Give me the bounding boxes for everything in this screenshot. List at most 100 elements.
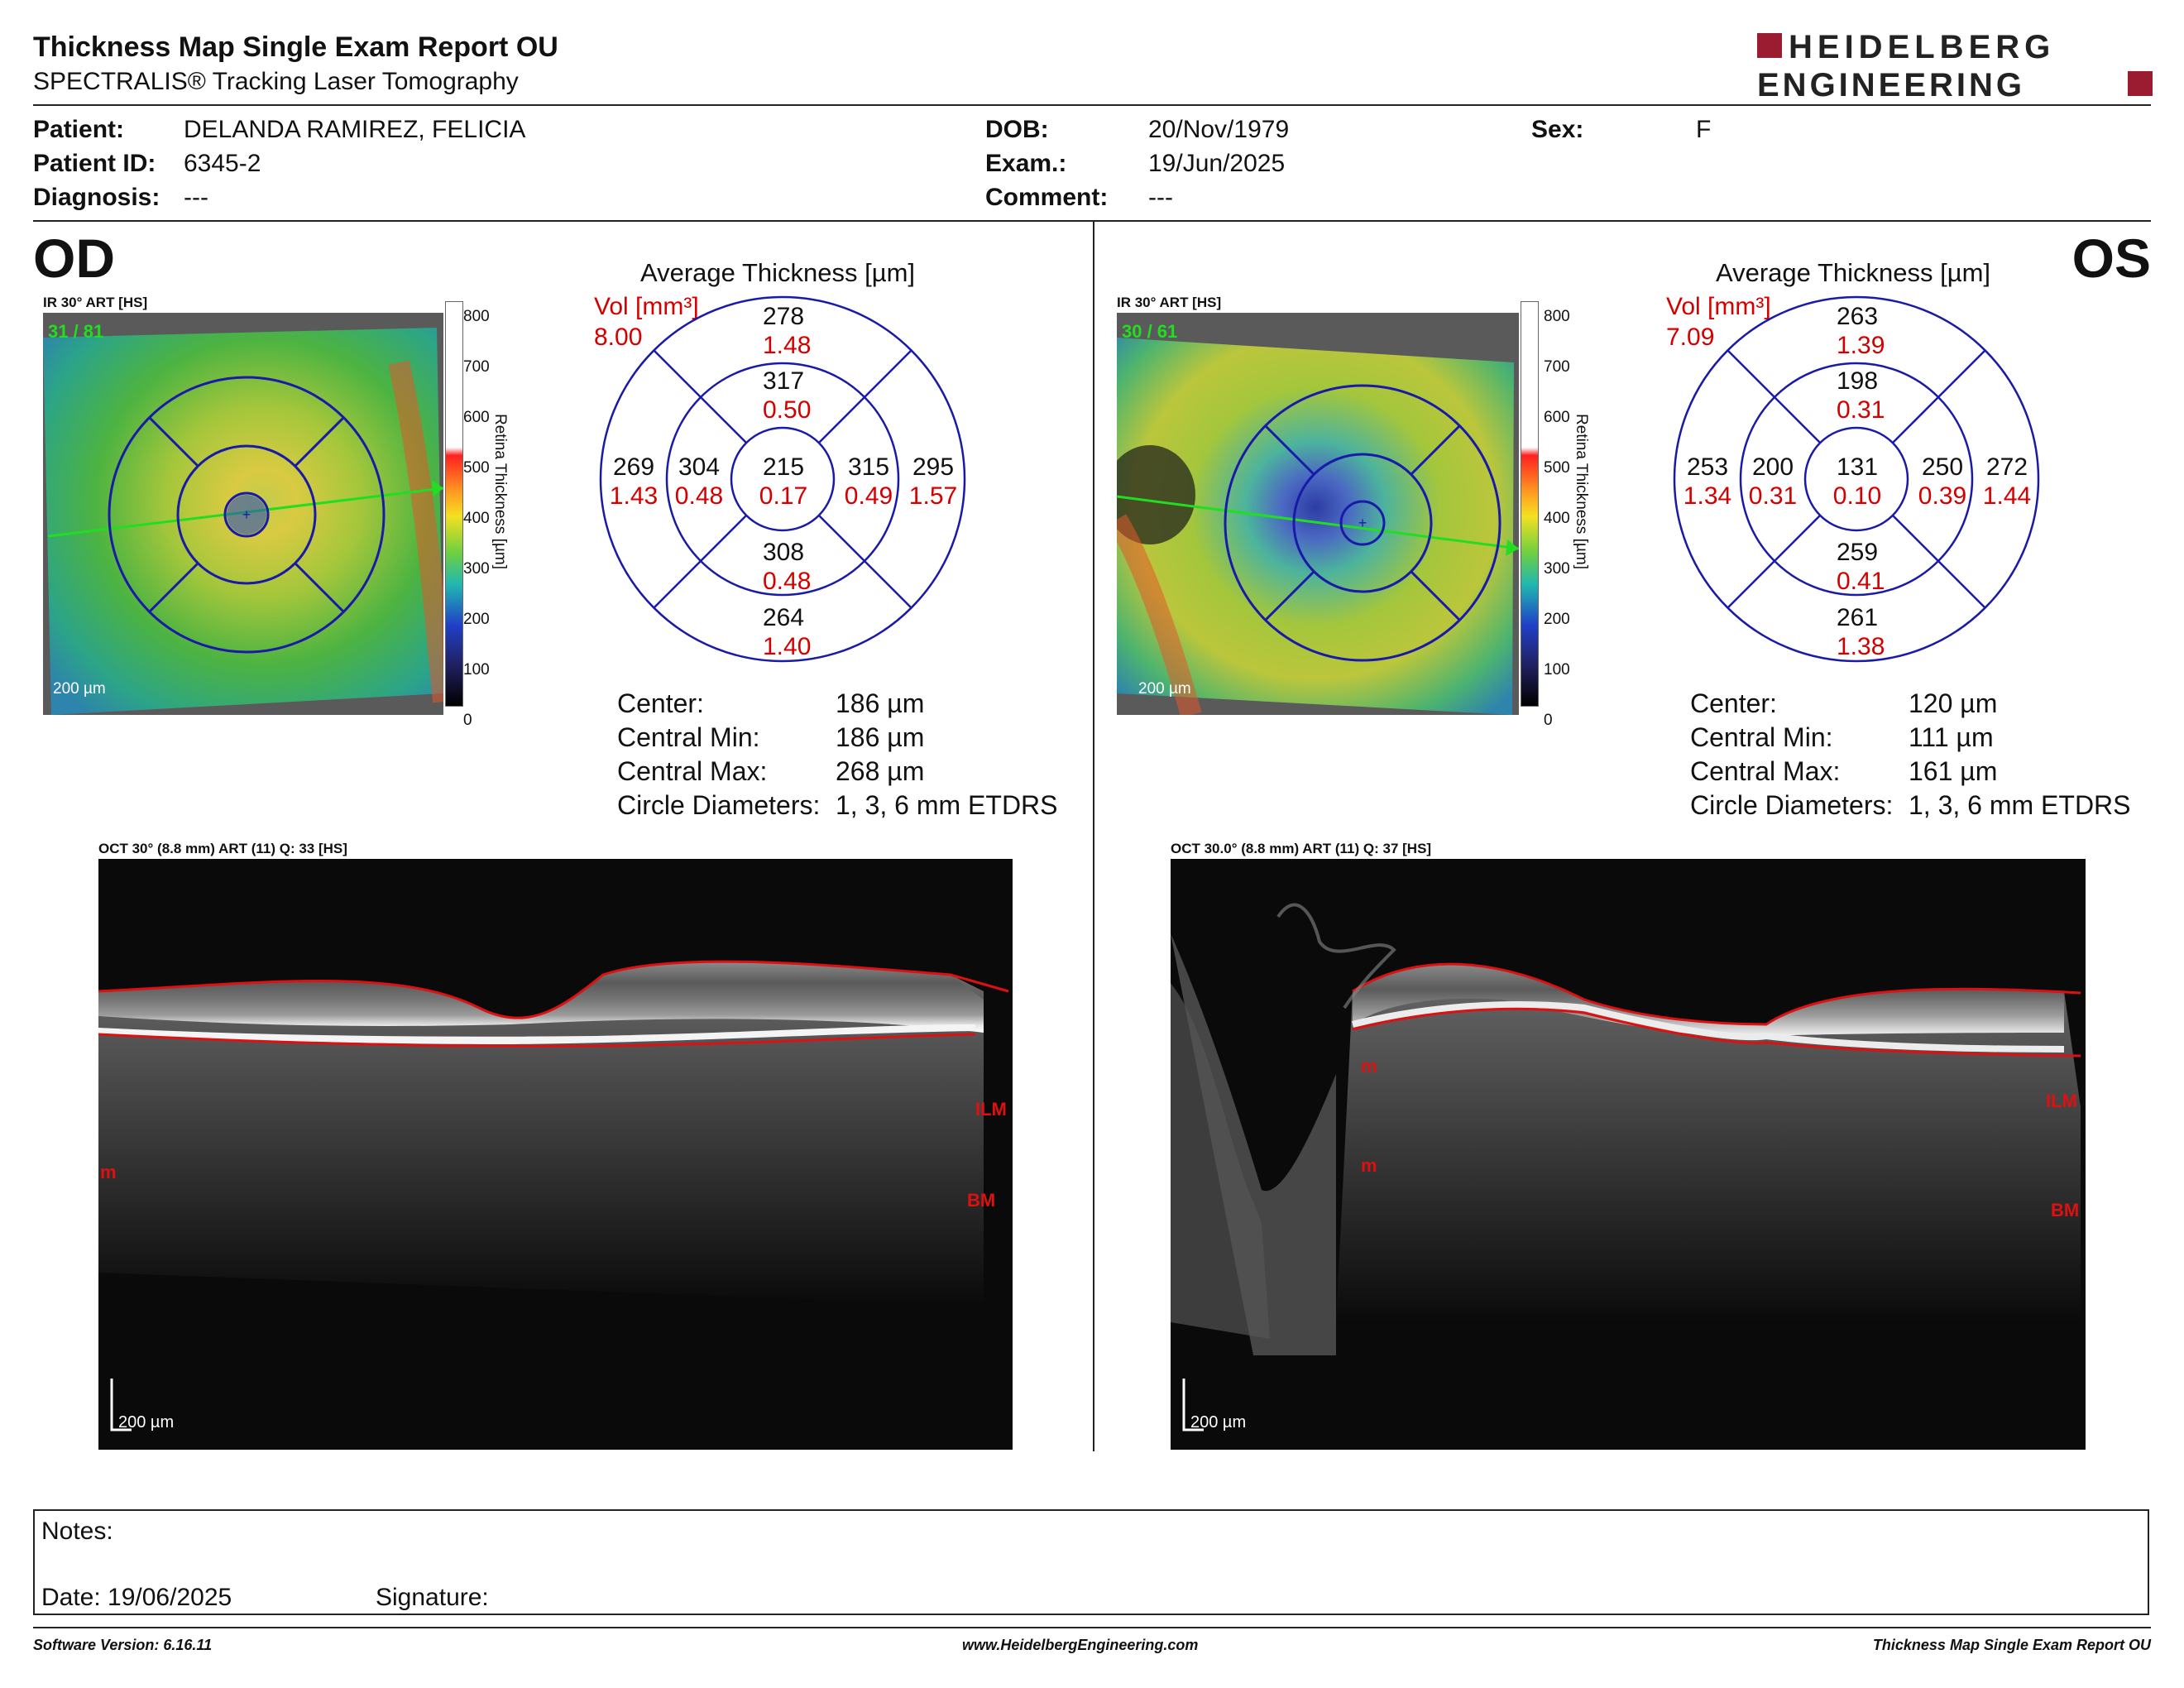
os-colorbar-ticks: 800 700 600 500 400 300 200 100 0 — [1544, 308, 1570, 729]
od-inner-top-volume: 0.50 — [763, 396, 812, 424]
od-outer-right-thickness: 295 — [912, 453, 955, 481]
od-inner-bottom-volume: 0.48 — [763, 568, 812, 595]
patient-id: 6345-2 — [184, 150, 261, 177]
os-outer-left-thickness: 253 — [1686, 453, 1729, 481]
os-etdrs-grid — [1673, 295, 2040, 663]
svg-text:ENGINEERING: ENGINEERING — [1757, 67, 2025, 103]
dob-label: DOB: — [985, 116, 1049, 143]
od-m-label: m — [100, 1162, 117, 1182]
od-bm-label: BM — [967, 1190, 996, 1211]
os-oct-label: OCT 30.0° (8.8 mm) ART (11) Q: 37 [HS] — [1171, 841, 1432, 856]
footer-software-version: Software Version: 6.16.11 — [33, 1637, 213, 1653]
os-stats-values: 120 µm 111 µm 161 µm 1, 3, 6 mm ETDRS — [1909, 688, 2131, 820]
os-inner-left-thickness: 200 — [1751, 453, 1794, 481]
os-vol-label: Vol [mm³] — [1666, 293, 1771, 320]
od-inner-left-thickness: 304 — [678, 453, 721, 481]
dob-value: 20/Nov/1979 — [1148, 116, 1290, 143]
patient-label: Patient: — [33, 116, 125, 143]
exam-label: Exam.: — [985, 150, 1067, 177]
os-frame-count: 30 / 61 — [1122, 321, 1178, 342]
heidelberg-logo: HEIDELBERG ENGINEERING — [1757, 29, 2153, 103]
od-inner-right-volume: 0.49 — [844, 482, 893, 510]
od-outer-top-volume: 1.48 — [763, 332, 812, 359]
sex-label: Sex: — [1531, 116, 1584, 143]
od-outer-left-thickness: 269 — [612, 453, 655, 481]
os-inner-top-volume: 0.31 — [1837, 396, 1885, 424]
os-outer-bottom-volume: 1.38 — [1837, 633, 1885, 660]
os-colorbar — [1521, 301, 1539, 707]
od-outer-right-volume: 1.57 — [908, 482, 958, 510]
notes-date: Date: 19/06/2025 — [41, 1584, 232, 1611]
os-outer-right-thickness: 272 — [1985, 453, 2028, 481]
footer-website[interactable]: www.HeidelbergEngineering.com — [962, 1637, 1199, 1653]
os-outer-right-volume: 1.44 — [1982, 482, 2032, 510]
os-outer-top-volume: 1.39 — [1837, 332, 1885, 359]
od-outer-left-volume: 1.43 — [609, 482, 659, 510]
os-inner-bottom-thickness: 259 — [1837, 539, 1879, 566]
od-eye-label: OD — [33, 228, 115, 289]
os-bm-label: BM — [2051, 1200, 2080, 1220]
os-center-thickness: 131 — [1836, 453, 1879, 481]
od-vol-label: Vol [mm³] — [594, 293, 699, 320]
os-inner-right-thickness: 250 — [1921, 453, 1964, 481]
comment-label: Comment: — [985, 184, 1109, 211]
patient-name: DELANDA RAMIREZ, FELICIA — [184, 116, 526, 143]
os-m-label-top: m — [1361, 1056, 1377, 1077]
os-inner-top-thickness: 198 — [1837, 367, 1879, 395]
comment-value: --- — [1148, 184, 1173, 211]
os-outer-left-volume: 1.34 — [1683, 482, 1732, 510]
os-eye-label: OS — [2071, 228, 2151, 289]
os-m-label-bottom: m — [1361, 1155, 1377, 1176]
od-center-volume: 0.17 — [759, 482, 808, 510]
svg-text:HEIDELBERG: HEIDELBERG — [1789, 29, 2055, 65]
notes-signature: Signature: — [376, 1584, 489, 1611]
os-avg-title: Average Thickness [µm] — [1716, 258, 1991, 287]
od-inner-top-thickness: 317 — [763, 367, 805, 395]
report-title: Thickness Map Single Exam Report OU — [33, 31, 558, 63]
od-thickness-map: + 31 / 81 200 µm — [43, 313, 454, 715]
footer-report-name: Thickness Map Single Exam Report OU — [1872, 1637, 2151, 1653]
os-oct-bscan: ILM BM m m 200 µm — [1171, 859, 2086, 1450]
od-colorbar-title: Retina Thickness [µm] — [491, 414, 509, 569]
os-vol-total: 7.09 — [1666, 324, 1715, 351]
notes-box[interactable]: Notes: Date: 19/06/2025 Signature: — [33, 1509, 2149, 1615]
exam-value: 19/Jun/2025 — [1148, 150, 1286, 177]
od-oct-scale: 200 µm — [118, 1413, 175, 1431]
od-stats-values: 186 µm 186 µm 268 µm 1, 3, 6 mm ETDRS — [836, 688, 1058, 820]
svg-text:+: + — [242, 506, 251, 523]
od-frame-count: 31 / 81 — [48, 321, 104, 342]
os-outer-bottom-thickness: 261 — [1837, 604, 1879, 631]
od-inner-bottom-thickness: 308 — [763, 539, 805, 566]
od-vol-total: 8.00 — [594, 324, 643, 351]
os-inner-right-volume: 0.39 — [1918, 482, 1967, 510]
os-outer-top-thickness: 263 — [1837, 303, 1879, 330]
od-center-thickness: 215 — [762, 453, 805, 481]
os-stats-labels: Center: Central Min: Central Max: Circle Di… — [1690, 688, 1894, 820]
notes-label: Notes: — [41, 1518, 113, 1545]
diagnosis-label: Diagnosis: — [33, 184, 160, 211]
os-ilm-label: ILM — [2046, 1091, 2077, 1111]
od-etdrs-grid — [599, 295, 966, 663]
od-oct-label: OCT 30° (8.8 mm) ART (11) Q: 33 [HS] — [98, 841, 347, 856]
od-ilm-label: ILM — [975, 1099, 1007, 1120]
od-oct-bscan: ILM BM m 200 µm — [98, 859, 1013, 1450]
os-inner-bottom-volume: 0.41 — [1837, 568, 1885, 595]
od-colorbar — [445, 301, 463, 707]
od-colorbar-ticks: 800 700 600 500 400 300 200 100 0 — [463, 308, 490, 729]
svg-text:+: + — [1358, 515, 1367, 531]
os-oct-scale: 200 µm — [1190, 1413, 1247, 1431]
od-outer-top-thickness: 278 — [763, 303, 805, 330]
od-ir-label: IR 30° ART [HS] — [43, 295, 148, 310]
od-avg-title: Average Thickness [µm] — [640, 258, 916, 287]
os-colorbar-title: Retina Thickness [µm] — [1573, 414, 1590, 569]
os-inner-left-volume: 0.31 — [1748, 482, 1798, 510]
os-map-scale: 200 µm — [1138, 680, 1191, 698]
od-outer-bottom-volume: 1.40 — [763, 633, 812, 660]
od-outer-bottom-thickness: 264 — [763, 604, 805, 631]
diagnosis-value: --- — [184, 184, 208, 211]
od-stats-labels: Center: Central Min: Central Max: Circle Di… — [617, 688, 821, 820]
os-thickness-map: + 30 / 61 200 µm — [1104, 313, 1520, 718]
report-subtitle: SPECTRALIS® Tracking Laser Tomography — [33, 68, 519, 95]
od-inner-right-thickness: 315 — [847, 453, 890, 481]
os-ir-label: IR 30° ART [HS] — [1117, 295, 1222, 310]
